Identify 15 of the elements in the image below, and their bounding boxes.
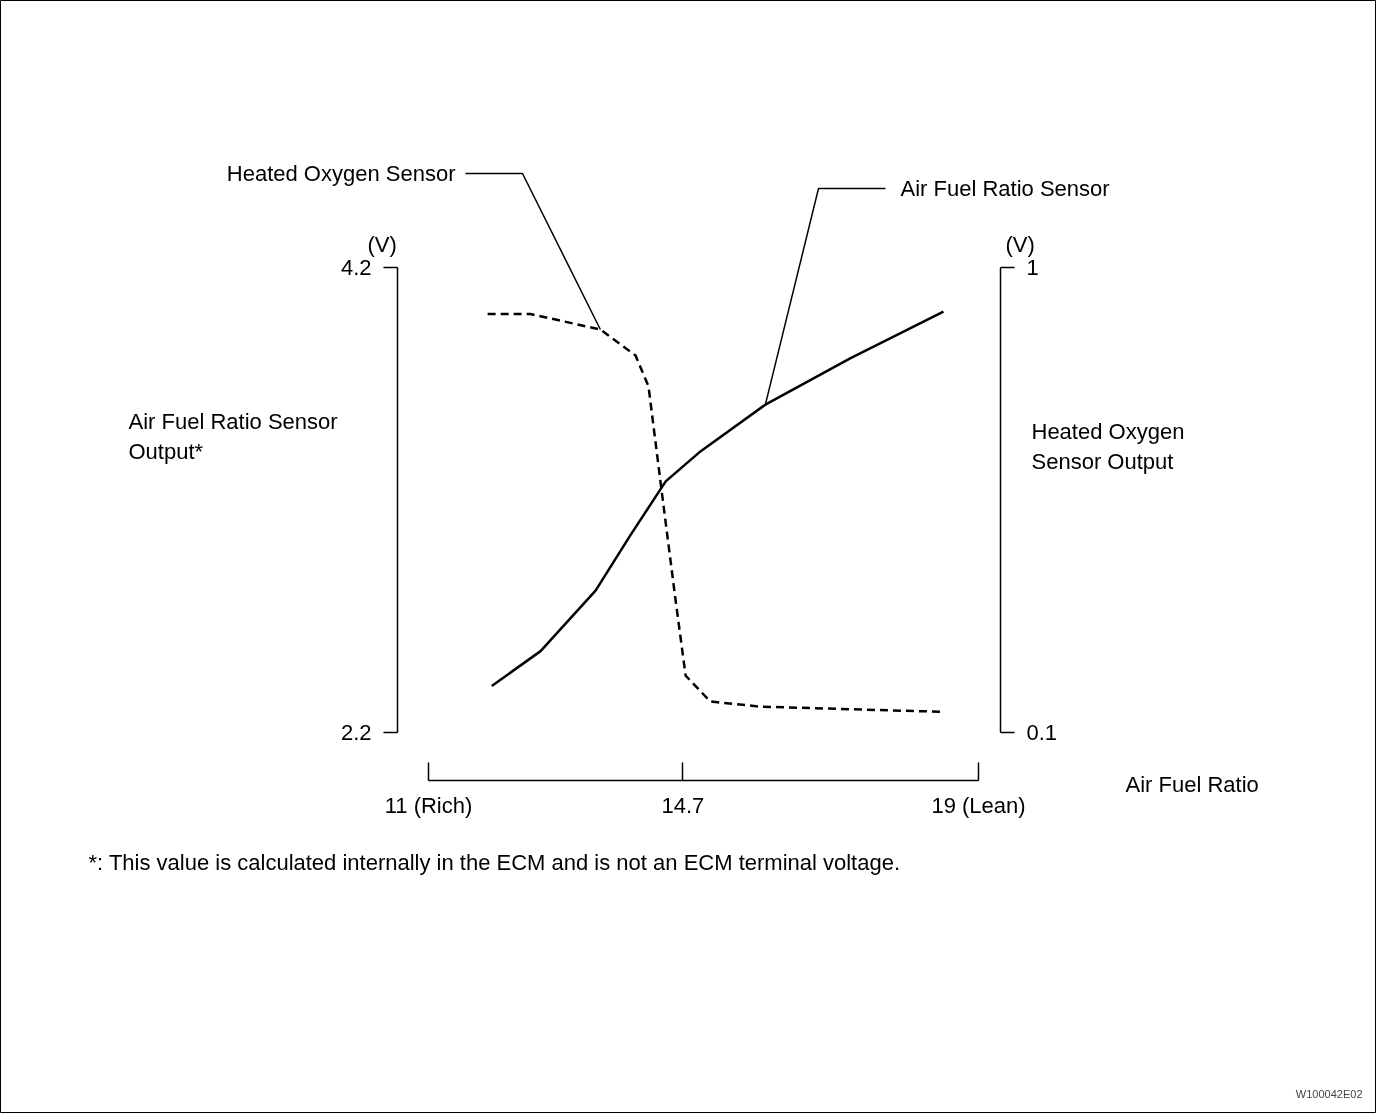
text: W100042E02 [1295, 1087, 1363, 1100]
x-tick-label: 14.7 [661, 792, 705, 818]
x-tick-label: 11 (Rich) [384, 792, 473, 818]
y-axis-title: Air Fuel Ratio Sensor Output* [128, 408, 338, 464]
y-tick-label: 4.2 [340, 255, 372, 280]
y-tick-label: 2.2 [340, 720, 372, 745]
y2-tick-label: 0.1 [1026, 720, 1058, 745]
text: Heated Oxygen Sensor [226, 161, 456, 186]
y2-axis-title: Heated Oxygen Sensor Output [1031, 418, 1185, 474]
text: Air Fuel Ratio Sensor [900, 176, 1110, 201]
text: (V) [1005, 231, 1035, 257]
text: *: This value is calculated internally in the ECM and is not an ECM terminal voltage. [88, 850, 901, 875]
x-tick-label: 19 (Lean) [931, 792, 1026, 818]
x-axis-title: Air Fuel Ratio [1125, 772, 1259, 797]
text: (V) [367, 231, 397, 257]
